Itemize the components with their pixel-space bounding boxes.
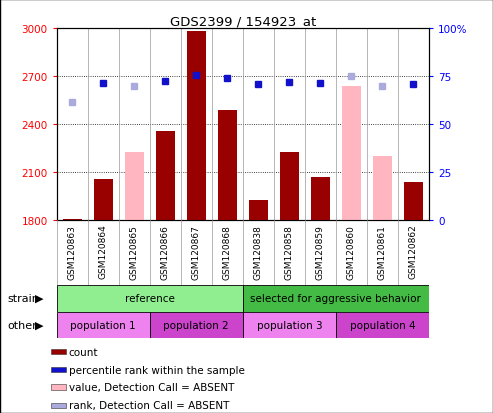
Bar: [57, 312, 150, 339]
Text: GSM120868: GSM120868: [223, 224, 232, 279]
Text: GSM120838: GSM120838: [254, 224, 263, 279]
Bar: [51, 349, 66, 354]
Text: GSM120859: GSM120859: [316, 224, 325, 279]
Text: strain: strain: [7, 293, 39, 304]
Bar: [125, 152, 143, 221]
Bar: [243, 312, 336, 339]
Bar: [218, 111, 237, 221]
Text: population 2: population 2: [164, 320, 229, 330]
Text: GSM120867: GSM120867: [192, 224, 201, 279]
Text: GSM120860: GSM120860: [347, 224, 356, 279]
Title: GDS2399 / 154923_at: GDS2399 / 154923_at: [170, 15, 316, 28]
Text: GSM120863: GSM120863: [68, 224, 77, 279]
Text: rank, Detection Call = ABSENT: rank, Detection Call = ABSENT: [69, 400, 229, 410]
Text: selected for aggressive behavior: selected for aggressive behavior: [250, 293, 422, 304]
Text: ▶: ▶: [35, 320, 44, 330]
Text: GSM120861: GSM120861: [378, 224, 387, 279]
Bar: [187, 32, 206, 221]
Text: GSM120862: GSM120862: [409, 224, 418, 279]
Bar: [57, 285, 243, 312]
Bar: [94, 179, 112, 221]
Bar: [373, 157, 391, 221]
Bar: [311, 178, 330, 221]
Bar: [404, 183, 423, 221]
Text: other: other: [7, 320, 37, 330]
Bar: [336, 312, 429, 339]
Text: percentile rank within the sample: percentile rank within the sample: [69, 365, 245, 375]
Text: GSM120864: GSM120864: [99, 224, 108, 279]
Bar: [63, 219, 81, 221]
Bar: [243, 285, 429, 312]
Bar: [51, 367, 66, 372]
Text: ▶: ▶: [35, 293, 44, 304]
Text: population 1: population 1: [70, 320, 136, 330]
Bar: [150, 312, 243, 339]
Text: population 3: population 3: [256, 320, 322, 330]
Bar: [249, 200, 268, 221]
Text: value, Detection Call = ABSENT: value, Detection Call = ABSENT: [69, 382, 234, 392]
Bar: [51, 403, 66, 408]
Text: population 4: population 4: [350, 320, 415, 330]
Text: GSM120858: GSM120858: [285, 224, 294, 279]
Text: GSM120865: GSM120865: [130, 224, 139, 279]
Text: count: count: [69, 347, 99, 357]
Text: reference: reference: [125, 293, 175, 304]
Bar: [156, 131, 175, 221]
Bar: [280, 152, 299, 221]
Text: GSM120866: GSM120866: [161, 224, 170, 279]
Bar: [342, 86, 361, 221]
Bar: [51, 385, 66, 389]
